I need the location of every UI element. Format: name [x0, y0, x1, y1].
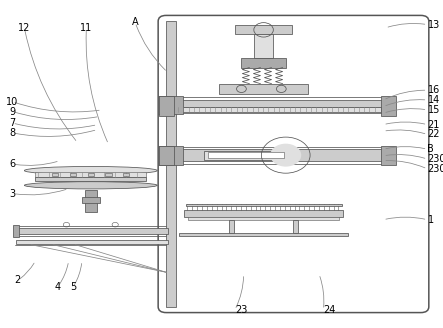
Bar [381, 146, 396, 165]
Bar [219, 84, 308, 94]
Bar [175, 107, 381, 112]
Bar [105, 173, 112, 176]
Bar [35, 172, 146, 177]
Bar [123, 173, 129, 176]
Bar [158, 146, 183, 165]
Bar [159, 146, 174, 165]
Bar [70, 173, 76, 176]
Text: 22: 22 [427, 130, 440, 139]
Text: 1: 1 [427, 215, 434, 225]
Text: 4: 4 [54, 282, 61, 292]
Text: 2301: 2301 [427, 154, 443, 164]
Bar [88, 173, 94, 176]
Bar [179, 233, 348, 236]
Bar [173, 100, 383, 107]
Text: 2: 2 [15, 276, 21, 285]
Text: 12: 12 [18, 23, 31, 33]
Text: 7: 7 [9, 118, 16, 128]
Circle shape [270, 144, 301, 167]
Bar [293, 220, 298, 233]
Bar [16, 228, 168, 234]
Ellipse shape [24, 182, 157, 189]
Bar [184, 210, 343, 217]
Bar [235, 25, 292, 34]
Bar [173, 149, 383, 161]
Bar [35, 177, 146, 181]
Bar [13, 225, 19, 237]
Text: 6: 6 [9, 159, 16, 169]
Ellipse shape [24, 167, 157, 174]
Bar [16, 240, 168, 244]
Bar [159, 96, 174, 116]
Text: 10: 10 [6, 97, 19, 107]
Text: 13: 13 [427, 20, 440, 30]
Text: 5: 5 [70, 282, 76, 292]
Text: 11: 11 [80, 23, 93, 33]
Bar [158, 96, 183, 114]
Text: 16: 16 [427, 85, 440, 95]
Text: 9: 9 [9, 107, 16, 116]
Bar [166, 21, 176, 307]
FancyBboxPatch shape [158, 15, 429, 313]
Bar [82, 197, 100, 203]
Text: 24: 24 [323, 305, 336, 315]
Bar [188, 217, 339, 220]
Text: 21: 21 [427, 120, 440, 130]
Bar [204, 151, 288, 160]
Text: B: B [427, 144, 434, 154]
Bar [85, 190, 97, 212]
Text: 2302: 2302 [427, 164, 443, 174]
Text: A: A [132, 17, 138, 27]
Bar [52, 173, 58, 176]
Bar [229, 220, 234, 233]
Text: 14: 14 [427, 95, 440, 105]
Bar [241, 58, 286, 68]
Text: 15: 15 [427, 105, 440, 115]
Bar [208, 152, 284, 158]
Bar [381, 96, 396, 116]
Bar [186, 204, 342, 206]
Text: 23: 23 [235, 305, 247, 315]
Text: 3: 3 [9, 189, 16, 198]
Text: 8: 8 [9, 128, 16, 138]
Bar [254, 34, 273, 58]
